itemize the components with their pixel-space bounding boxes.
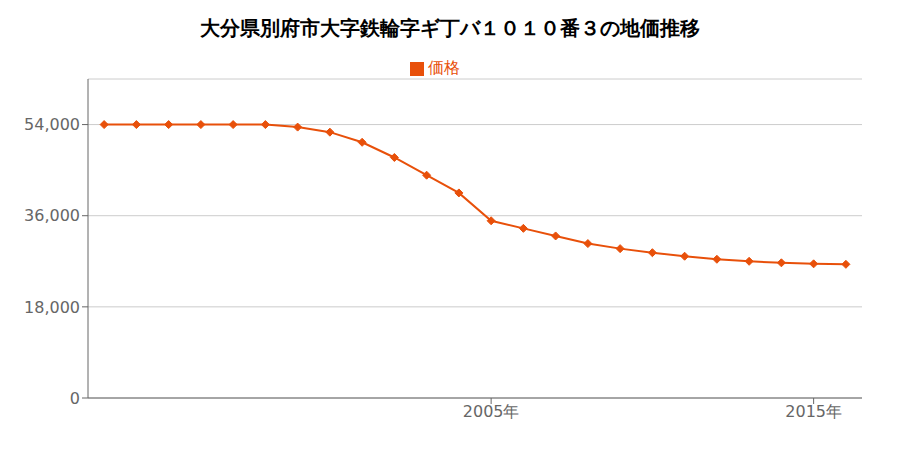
html-text:価格: 価格 — [428, 58, 460, 77]
html-text:大分県別府市大字鉄輪字ギ丁バ１０１０番３の地価推移: 大分県別府市大字鉄輪字ギ丁バ１０１０番３の地価推移 — [200, 16, 700, 40]
svg-text:18,000: 18,000 — [24, 298, 80, 317]
svg-text:2005年: 2005年 — [463, 402, 520, 421]
svg-text:0: 0 — [70, 389, 80, 408]
svg-text:54,000: 54,000 — [24, 115, 80, 134]
svg-text:36,000: 36,000 — [24, 206, 80, 225]
svg-text:2015年: 2015年 — [785, 402, 842, 421]
